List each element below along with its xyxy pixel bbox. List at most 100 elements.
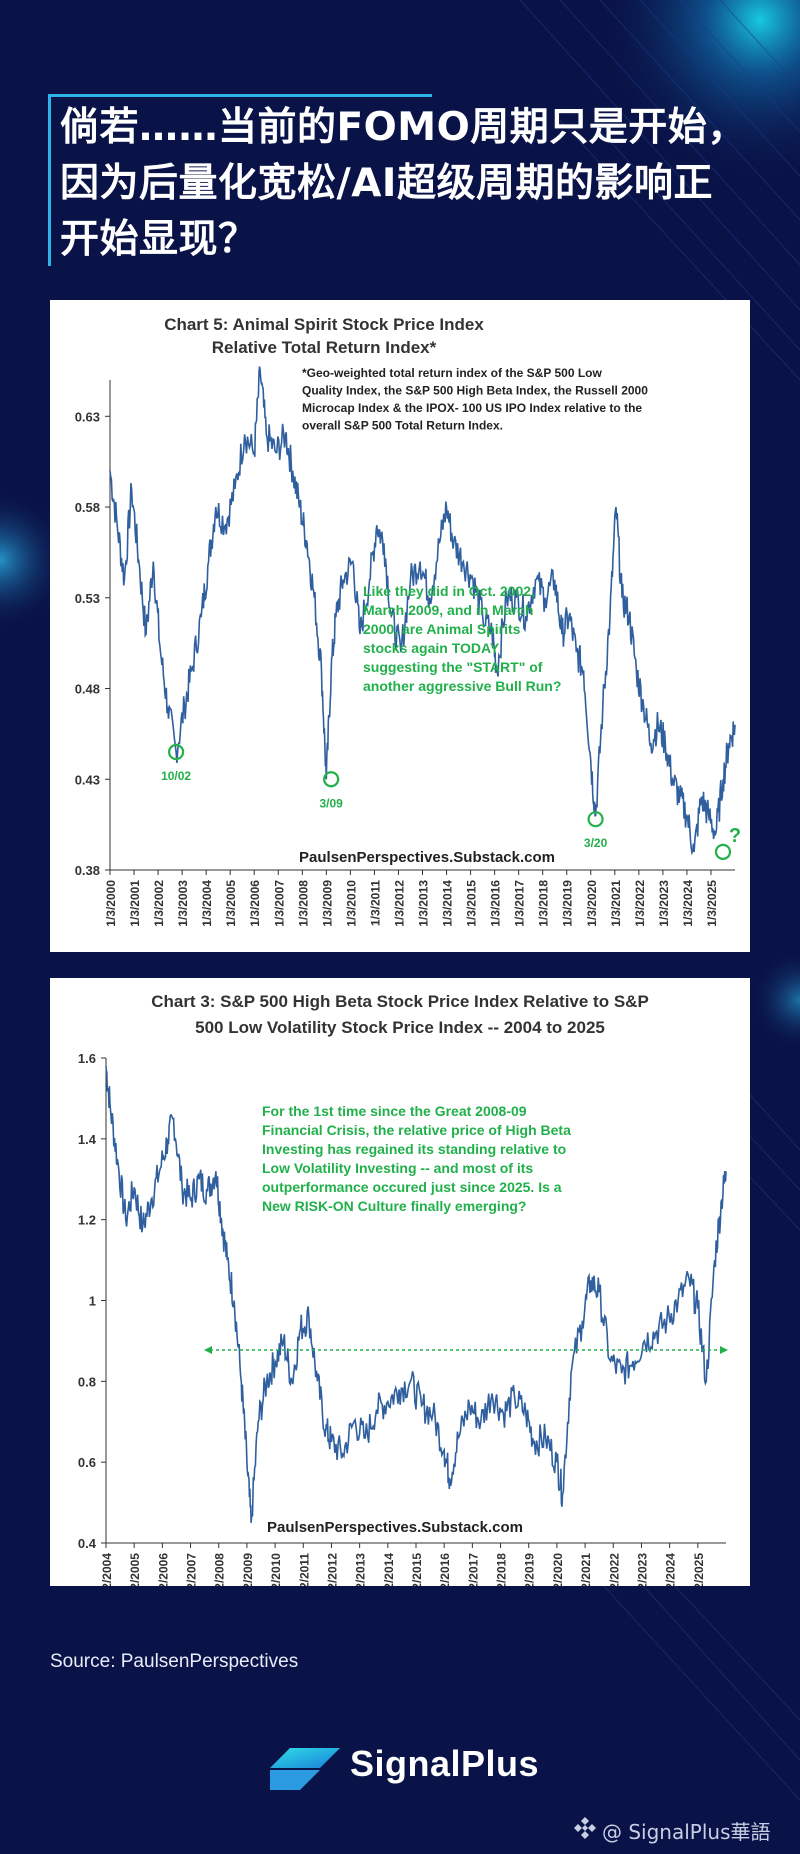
c1-xtick-label: 1/3/2023 [657,880,671,927]
chart1-annotation: Like they did in Oct. 2002, March 2009, a… [363,583,561,694]
brand-name: SignalPlus [350,1743,540,1784]
c1-ytick-label: 0.53 [75,591,100,606]
c1-xtick-label: 1/3/2024 [681,880,695,927]
chart2-annotation-line: New RISK-ON Culture finally emerging? [262,1198,526,1214]
headline-line-3: 开始显现？ [60,217,258,262]
chart1-footnote-line: *Geo-weighted total return index of the … [302,366,602,380]
chart-animal-spirit: Chart 5: Animal Spirit Stock Price Index… [75,315,741,927]
c1-xtick-label: 1/3/2020 [585,880,599,927]
c1-xtick-label: 1/3/2022 [633,880,647,927]
headline-line-1: 倘若……当前的FOMO周期只是开始， [60,105,747,150]
chart-high-beta: Chart 3: S&P 500 High Beta Stock Price I… [78,992,728,1586]
c2-xtick-label: 1/2/2014 [382,1553,396,1586]
c1-ytick-label: 0.58 [75,500,100,515]
c1-ytick-label: 0.63 [75,409,100,424]
chart1-footnote: *Geo-weighted total return index of the … [302,366,648,433]
c2-xtick-label: 1/2/2019 [523,1553,537,1586]
chart2-arrowhead-left [204,1346,212,1354]
c2-xtick-label: 1/2/2023 [635,1553,649,1586]
c2-xtick-label: 1/2/2024 [664,1553,678,1586]
c2-xtick-label: 1/2/2008 [213,1553,227,1586]
c2-xtick-label: 1/2/2012 [325,1553,339,1586]
chart1-subtitle: Relative Total Return Index* [212,338,437,357]
c2-xtick-label: 1/2/2017 [466,1553,480,1586]
chart1-marker-label: 10/02 [161,769,191,783]
c1-xtick-label: 1/3/2012 [392,880,406,927]
c1-xtick-label: 1/3/2002 [152,880,166,927]
chart1-marker-circle [168,743,185,761]
c2-ytick-label: 0.4 [78,1536,97,1551]
chart2-arrowhead-right [720,1346,728,1354]
c1-xtick-label: 1/3/2007 [272,880,286,927]
c2-xtick-label: 1/2/2007 [185,1553,199,1586]
c1-xtick-label: 1/3/2008 [296,880,310,927]
c1-xtick-label: 1/3/2014 [441,880,455,927]
chart2-annotation: For the 1st time since the Great 2008-09… [262,1103,571,1214]
source-note: Source: PaulsenPerspectives [50,1651,299,1672]
c2-xtick-label: 1/2/2005 [128,1553,142,1586]
c2-xtick-label: 1/2/2013 [354,1553,368,1586]
c2-xtick-label: 1/2/2006 [156,1553,170,1586]
chart1-annotation-line: 2000, are Animal Spirits [363,621,521,637]
title-accent-left [48,94,51,266]
c1-xtick-label: 1/3/2013 [417,880,431,927]
chart1-annotation-line: stocks again TODAY [363,640,500,656]
c1-xtick-label: 1/3/2006 [248,880,262,927]
headline-line-2: 因为后量化宽松/AI超级周期的影响正 [60,161,713,206]
title-accent-top [48,94,432,97]
chart2-credit: PaulsenPerspectives.Substack.com [267,1519,523,1536]
c1-xtick-label: 1/3/2000 [104,880,118,927]
c2-ytick-label: 1.6 [78,1051,96,1066]
c1-ytick-label: 0.43 [75,772,100,787]
c2-xtick-label: 1/2/2016 [438,1553,452,1586]
chart1-footnote-line: Microcap Index & the IPOX- 100 US IPO In… [302,401,642,415]
chart1-marker-circle [714,843,732,860]
c1-xtick-label: 1/3/2005 [224,880,238,927]
c1-xtick-label: 1/3/2003 [176,880,190,927]
chart1-footnote-line: Quality Index, the S&P 500 High Beta Ind… [302,384,648,398]
c1-xtick-label: 1/3/2019 [561,880,575,927]
chart1-footnote-line: overall S&P 500 Total Return Index. [302,419,503,433]
chart1-credit: PaulsenPerspectives.Substack.com [299,849,555,866]
signalplus-logo-icon [270,1748,340,1790]
c2-xtick-label: 1/2/2021 [579,1553,593,1586]
c2-ytick-label: 1 [89,1294,96,1309]
chart1-annotation-line: March 2009, and in March [363,602,533,618]
c2-xtick-label: 1/2/2018 [495,1553,509,1586]
chart1-annotation-line: suggesting the "START" of [363,659,543,675]
c2-xtick-label: 1/2/2020 [551,1553,565,1586]
c1-xtick-label: 1/3/2004 [200,880,214,927]
chart-panel-high-beta: Chart 3: S&P 500 High Beta Stock Price I… [50,978,750,1586]
c2-xtick-label: 1/2/2015 [410,1553,424,1586]
chart1-title: Chart 5: Animal Spirit Stock Price Index [164,315,484,334]
chart2-annotation-line: outperformance occured just since 2025. … [262,1179,562,1195]
watermark-logo-icon [574,1817,596,1839]
c1-xtick-label: 1/3/2018 [537,880,551,927]
c1-xtick-label: 1/3/2021 [609,880,623,927]
watermark-text: @ SignalPlus華語 [602,1820,771,1844]
chart2-annotation-line: For the 1st time since the Great 2008-09 [262,1103,527,1119]
c2-xtick-label: 1/2/2004 [100,1553,114,1586]
c2-ytick-label: 1.2 [78,1213,96,1228]
c1-xtick-label: 1/3/2017 [513,880,527,927]
c1-xtick-label: 1/3/2001 [128,880,142,927]
chart1-marker-label: ? [729,825,741,847]
c2-xtick-label: 1/2/2009 [241,1553,255,1586]
chart2-annotation-line: Financial Crisis, the relative price of … [262,1122,571,1138]
chart2-subtitle: 500 Low Volatility Stock Price Index -- … [195,1018,605,1037]
c1-ytick-label: 0.48 [75,682,100,697]
chart2-annotation-line: Investing has regained its standing rela… [262,1141,566,1157]
chart1-annotation-line: Like they did in Oct. 2002, [363,583,535,599]
chart1-marker-label: 3/09 [319,796,343,810]
c1-ytick-label: 0.38 [75,863,100,878]
c1-xtick-label: 1/3/2011 [368,880,382,926]
c2-xtick-label: 1/2/2025 [692,1553,706,1586]
c1-xtick-label: 1/3/2009 [320,880,334,927]
chart-panel-animal-spirit: Chart 5: Animal Spirit Stock Price Index… [50,300,750,952]
c1-xtick-label: 1/3/2010 [344,880,358,927]
c2-ytick-label: 0.8 [78,1374,96,1389]
chart2-annotation-line: Low Volatility Investing -- and most of … [262,1160,533,1176]
chart2-series-line [105,1066,727,1523]
chart1-marker-label: 3/20 [584,836,608,850]
c1-xtick-label: 1/3/2015 [465,880,479,927]
